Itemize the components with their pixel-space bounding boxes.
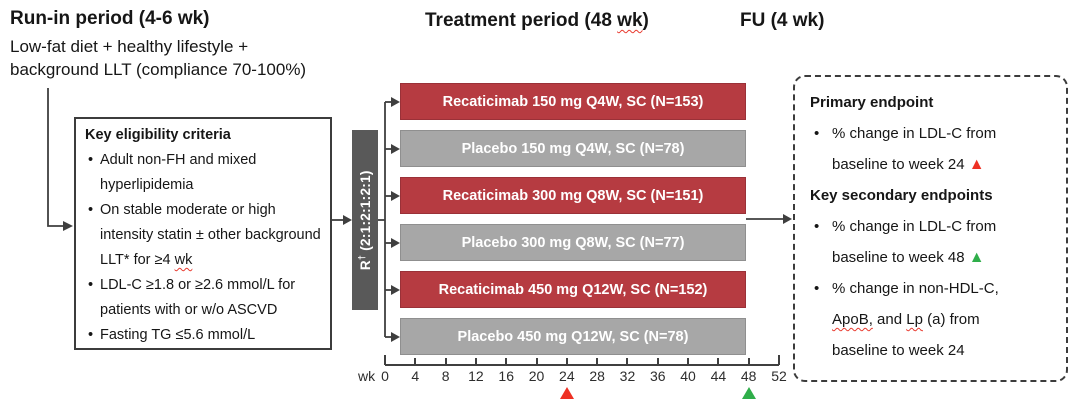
randomization-label: R† (2:1:2:1:2:1)	[356, 170, 374, 270]
axis-tick	[414, 358, 417, 365]
week-axis-line	[385, 364, 779, 366]
axis-tick-label: 24	[559, 368, 575, 384]
axis-tick-label: 52	[771, 368, 787, 384]
axis-tick-label: 32	[619, 368, 636, 384]
spellcheck-wavy-text: ApoB,	[832, 311, 873, 328]
axis-tick-label: 36	[649, 368, 666, 384]
week-24-marker-triangle-icon	[559, 387, 574, 399]
red-triangle-icon: ▲	[968, 156, 985, 173]
axis-tick-label: 12	[468, 368, 484, 384]
arm-bar-placebo-300: Placebo 300 mg Q8W, SC (N=77)	[400, 224, 746, 261]
secondary-endpoint-item: % change in LDL-C from baseline to week …	[810, 211, 1036, 273]
primary-endpoint-heading: Primary endpoint	[810, 94, 934, 111]
axis-tick	[535, 358, 538, 365]
spellcheck-wavy-text: wk	[617, 10, 643, 31]
arm-bar-recaticimab-150: Recaticimab 150 mg Q4W, SC (N=153)	[400, 83, 746, 120]
axis-tick	[505, 358, 508, 365]
eligibility-item: Adult non-FH and mixed hyperlipidemia	[85, 148, 321, 198]
primary-endpoint-item: % change in LDL-C from baseline to week …	[810, 118, 1036, 180]
arm-bar-placebo-450: Placebo 450 mg Q12W, SC (N=78)	[400, 318, 746, 355]
secondary-endpoints-heading: Key secondary endpoints	[810, 187, 993, 204]
eligibility-title: Key eligibility criteria	[85, 127, 231, 143]
arm-bar-placebo-150: Placebo 150 mg Q4W, SC (N=78)	[400, 130, 746, 167]
eligibility-criteria-box: Key eligibility criteria Adult non-FH an…	[74, 117, 332, 350]
green-triangle-icon: ▲	[968, 249, 985, 266]
axis-tick-label: 4	[411, 368, 420, 384]
eligibility-item: LDL-C ≥1.8 or ≥2.6 mmol/L for patients w…	[85, 273, 321, 323]
secondary-endpoint-item: % change in non-HDL-C, ApoB, and Lp (a) …	[810, 273, 1036, 366]
arm-bar-recaticimab-300: Recaticimab 300 mg Q8W, SC (N=151)	[400, 177, 746, 214]
runin-to-eligibility-arrow-line	[47, 88, 64, 227]
week-axis-unit-label: wk	[358, 368, 376, 384]
runin-period-subtitle: Low-fat diet + healthy lifestyle + backg…	[10, 35, 306, 81]
axis-tick-label: 16	[498, 368, 515, 384]
axis-tick	[384, 355, 386, 365]
runin-subtitle-line1: Low-fat diet + healthy lifestyle +	[10, 37, 249, 56]
axis-tick	[596, 358, 599, 365]
runin-period-title: Run-in period (4-6 wk)	[10, 8, 210, 29]
followup-period-title: FU (4 wk)	[740, 10, 825, 31]
spellcheck-wavy-text: Lp	[906, 311, 923, 328]
axis-tick	[687, 358, 690, 365]
axis-tick	[444, 358, 447, 365]
spellcheck-wavy-text: wk	[174, 252, 193, 268]
arm-bar-recaticimab-450: Recaticimab 450 mg Q12W, SC (N=152)	[400, 271, 746, 308]
treatment-period-title: Treatment period (48 wk)	[425, 10, 649, 31]
axis-tick	[565, 358, 568, 365]
axis-tick-label: 48	[740, 368, 757, 384]
dagger-footnote-mark: †	[356, 254, 367, 260]
axis-tick	[717, 358, 720, 365]
axis-tick	[626, 358, 629, 365]
axis-tick	[778, 355, 780, 365]
endpoints-box: Primary endpoint % change in LDL-C from …	[793, 75, 1068, 382]
axis-tick-label: 20	[528, 368, 545, 384]
axis-tick-label: 8	[441, 368, 450, 384]
eligibility-item: On stable moderate or high intensity sta…	[85, 198, 321, 273]
axis-tick-label: 28	[589, 368, 605, 384]
axis-tick	[474, 358, 477, 365]
axis-tick-label: 44	[710, 368, 727, 384]
axis-tick	[747, 358, 750, 365]
axis-tick-label: 0	[381, 368, 389, 384]
randomization-box: R† (2:1:2:1:2:1)	[352, 130, 378, 310]
axis-tick-label: 40	[680, 368, 696, 384]
axis-tick	[656, 358, 659, 365]
eligibility-item: Fasting TG ≤5.6 mmol/L	[85, 323, 321, 348]
runin-subtitle-line2: background LLT (compliance 70-100%)	[10, 60, 307, 79]
week-48-marker-triangle-icon	[741, 387, 756, 399]
week-axis: wk 0 4 8 12 16 20 24 28 32 36 40 44 48 52	[358, 354, 787, 404]
